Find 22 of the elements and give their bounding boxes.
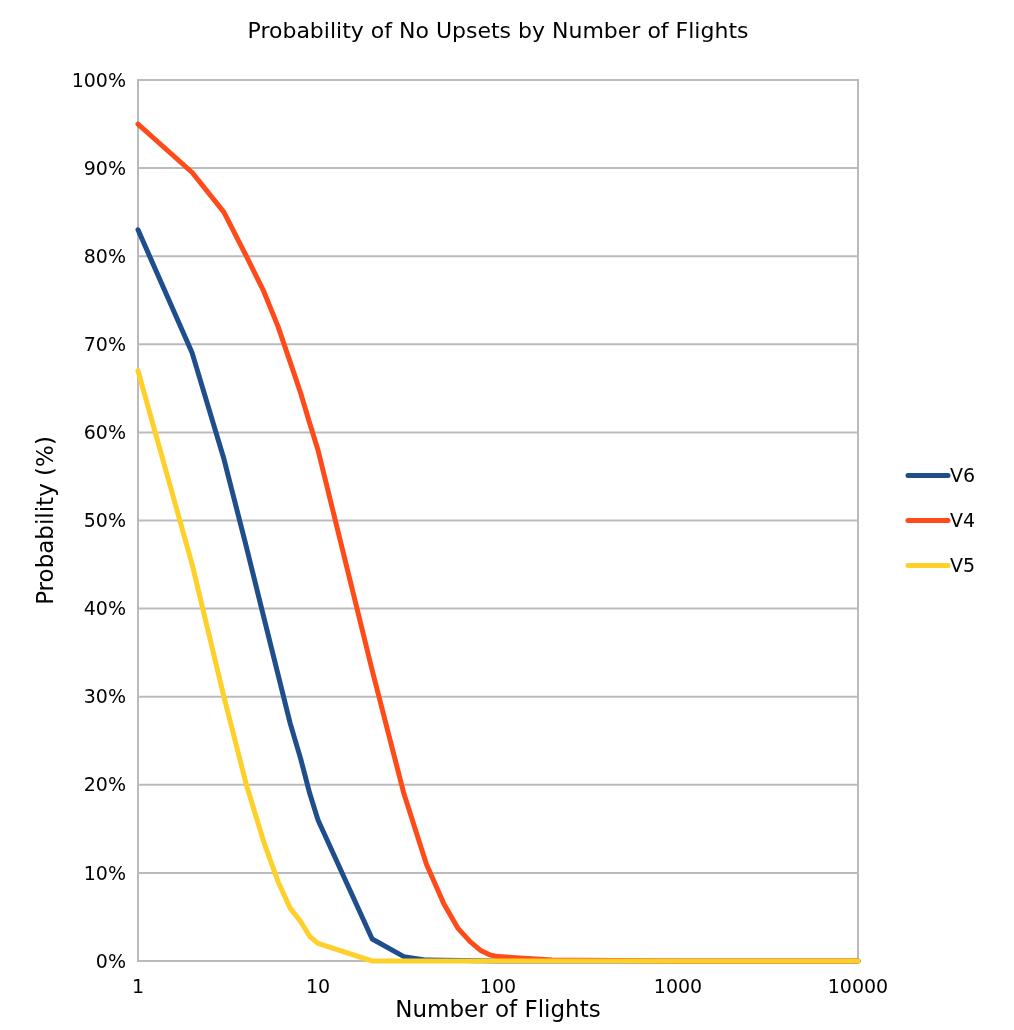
x-tick-label: 1 <box>131 975 145 997</box>
y-axis-title: Probability (%) <box>32 436 58 605</box>
y-tick-label: 80% <box>83 244 126 267</box>
legend-label: V6 <box>950 464 976 487</box>
legend-label: V4 <box>950 509 976 532</box>
y-tick-label: 70% <box>83 332 126 355</box>
y-tick-label: 10% <box>83 861 126 884</box>
y-tick-label: 0% <box>95 949 126 972</box>
chart-title: Probability of No Upsets by Number of Flights <box>247 18 749 43</box>
y-tick-label: 50% <box>83 509 126 532</box>
y-tick-label: 90% <box>83 156 126 179</box>
y-tick-label: 60% <box>83 421 126 444</box>
y-tick-label: 20% <box>83 773 126 796</box>
x-axis-title: Number of Flights <box>395 996 601 1022</box>
y-tick-label: 30% <box>83 685 126 708</box>
legend-label: V5 <box>950 554 976 577</box>
x-tick-label: 10000 <box>827 975 889 997</box>
x-tick-label: 1000 <box>653 975 703 997</box>
y-tick-label: 100% <box>71 68 126 91</box>
x-tick-label: 100 <box>479 975 517 997</box>
x-tick-label: 10 <box>305 975 331 997</box>
y-tick-label: 40% <box>83 597 126 620</box>
